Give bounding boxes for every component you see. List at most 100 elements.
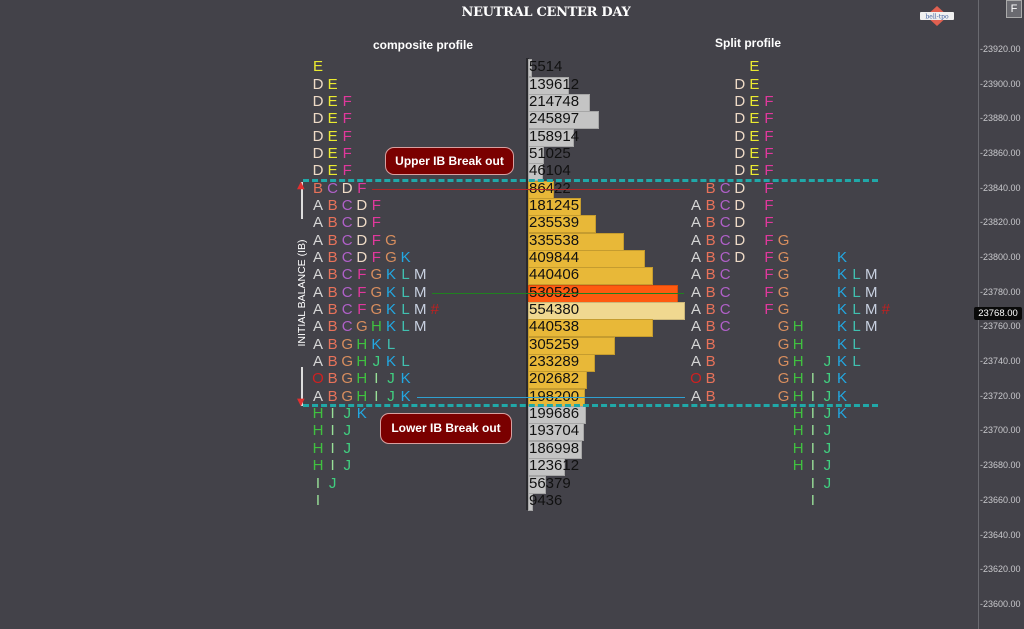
- volume-label: 235539: [529, 214, 580, 232]
- split-tpo-letter: A: [690, 335, 701, 353]
- split-tpo-letter: K: [836, 301, 847, 319]
- split-tpo-letter: I: [810, 405, 815, 423]
- split-tpo-letter: A: [690, 387, 701, 405]
- tpo-letter: M: [413, 266, 427, 284]
- tpo-letter: K: [385, 318, 396, 336]
- tpo-letter: A: [312, 231, 323, 249]
- tpo-letter: B: [327, 370, 338, 388]
- lower-ib-breakout-callout: Lower IB Break out: [380, 413, 512, 444]
- tpo-letter: D: [312, 162, 324, 180]
- tpo-letter: J: [343, 439, 351, 457]
- tpo-letter: B: [327, 318, 338, 336]
- split-tpo-letter: H: [792, 353, 804, 371]
- split-tpo-letter: A: [690, 283, 701, 301]
- tpo-letter: K: [385, 353, 396, 371]
- split-tpo-letter: H: [792, 439, 804, 457]
- split-tpo-letter: E: [749, 127, 760, 145]
- y-tick-label: -23600.00: [980, 598, 1021, 609]
- split-profile-label: Split profile: [715, 36, 781, 50]
- split-tpo-letter: H: [792, 405, 804, 423]
- y-tick-label: -23780.00: [980, 286, 1021, 297]
- split-tpo-letter: C: [719, 266, 731, 284]
- tpo-letter: K: [371, 335, 382, 353]
- split-tpo-letter: D: [734, 162, 746, 180]
- tpo-letter: F: [342, 162, 352, 180]
- split-tpo-letter: B: [705, 318, 716, 336]
- tpo-letter: J: [387, 370, 395, 388]
- tpo-letter: E: [312, 58, 323, 76]
- tpo-letter: C: [341, 249, 353, 267]
- tpo-letter: J: [343, 422, 351, 440]
- volume-label: 123612: [529, 457, 580, 475]
- split-tpo-letter: G: [777, 301, 790, 319]
- tpo-letter: B: [327, 266, 338, 284]
- split-tpo-letter: D: [734, 231, 746, 249]
- tpo-letter: B: [327, 197, 338, 215]
- tpo-letter: G: [370, 283, 383, 301]
- tpo-letter: G: [370, 301, 383, 319]
- split-tpo-letter: B: [705, 283, 716, 301]
- tpo-letter: D: [312, 145, 324, 163]
- volume-bar: [528, 492, 533, 511]
- split-tpo-letter: E: [749, 58, 760, 76]
- tpo-letter: A: [312, 353, 323, 371]
- split-tpo-letter: H: [792, 457, 804, 475]
- split-tpo-letter: G: [777, 370, 790, 388]
- split-tpo-letter: F: [764, 93, 774, 111]
- split-tpo-letter: M: [864, 266, 878, 284]
- split-tpo-letter: B: [705, 387, 716, 405]
- split-tpo-letter: F: [764, 145, 774, 163]
- y-tick-label: -23860.00: [980, 148, 1021, 159]
- tpo-letter: F: [342, 110, 352, 128]
- split-tpo-letter: F: [764, 127, 774, 145]
- tpo-letter: F: [357, 283, 367, 301]
- tpo-letter: I: [330, 457, 335, 475]
- tpo-letter: C: [341, 318, 353, 336]
- volume-label: 214748: [529, 93, 580, 111]
- split-tpo-letter: A: [690, 214, 701, 232]
- volume-bar: [528, 458, 565, 477]
- split-tpo-letter: I: [810, 491, 815, 509]
- split-tpo-letter: H: [792, 422, 804, 440]
- split-tpo-letter: B: [705, 370, 716, 388]
- split-tpo-letter: M: [864, 283, 878, 301]
- volume-label: 181245: [529, 197, 580, 215]
- volume-label: 158914: [529, 127, 580, 145]
- split-tpo-letter: F: [764, 249, 774, 267]
- split-tpo-letter: F: [764, 266, 774, 284]
- volume-label: 86422: [529, 179, 571, 197]
- tpo-letter: C: [341, 266, 353, 284]
- f-button[interactable]: F: [1006, 0, 1022, 18]
- current-price-tag: 23768.00: [974, 306, 1022, 320]
- split-tpo-letter: A: [690, 231, 701, 249]
- tpo-letter: B: [327, 249, 338, 267]
- tpo-letter: A: [312, 197, 323, 215]
- split-tpo-letter: C: [719, 197, 731, 215]
- tpo-letter: C: [341, 231, 353, 249]
- upper-ib-breakout-callout: Upper IB Break out: [385, 147, 514, 175]
- split-tpo-letter: B: [705, 179, 716, 197]
- ib-low-ref-line: [417, 396, 685, 398]
- ib-high-line: [303, 179, 878, 183]
- tpo-letter: H: [312, 405, 324, 423]
- split-tpo-letter: K: [836, 353, 847, 371]
- split-tpo-letter: E: [749, 162, 760, 180]
- tpo-letter: H: [356, 387, 368, 405]
- split-tpo-letter: A: [690, 353, 701, 371]
- tpo-letter: A: [312, 335, 323, 353]
- tpo-letter: F: [342, 93, 352, 111]
- tpo-letter: A: [312, 266, 323, 284]
- volume-bar: [528, 475, 546, 494]
- split-tpo-letter: H: [792, 370, 804, 388]
- split-tpo-letter: J: [823, 457, 832, 475]
- tpo-letter: L: [401, 318, 410, 336]
- tpo-letter: M: [413, 301, 427, 319]
- tpo-letter: J: [343, 457, 351, 475]
- tpo-letter: B: [312, 179, 323, 197]
- split-tpo-letter: E: [749, 110, 760, 128]
- tpo-letter: F: [342, 145, 352, 163]
- tpo-letter: H: [312, 439, 324, 457]
- split-tpo-letter: L: [852, 266, 861, 284]
- split-tpo-letter: L: [852, 335, 861, 353]
- split-tpo-letter: K: [836, 405, 847, 423]
